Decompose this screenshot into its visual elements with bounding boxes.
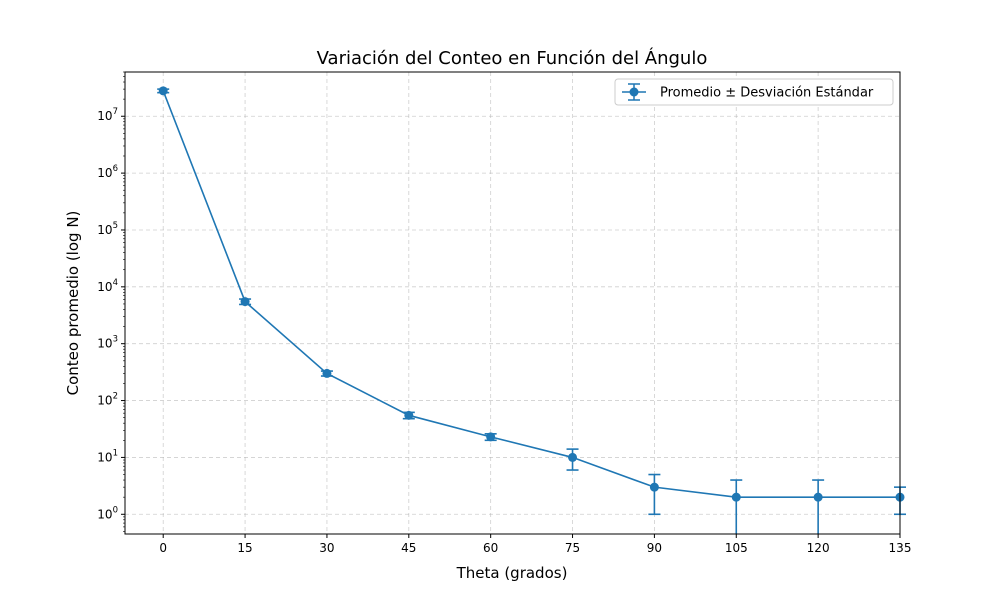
y-axis-label: Conteo promedio (log N)	[64, 211, 82, 396]
y-tick-label: 106	[97, 164, 118, 180]
x-tick-label: 90	[647, 541, 662, 555]
x-tick-label: 60	[483, 541, 498, 555]
grid	[125, 72, 901, 534]
data-point	[731, 492, 741, 502]
data-point	[240, 297, 250, 307]
legend-marker	[629, 87, 639, 97]
y-tick-label: 107	[97, 107, 118, 123]
y-tick-label: 102	[97, 392, 118, 408]
y-tick-label: 100	[97, 505, 118, 521]
x-tick-label: 30	[319, 541, 334, 555]
x-tick-label: 75	[565, 541, 580, 555]
chart-title: Variación del Conteo en Función del Ángu…	[317, 47, 708, 69]
data-point	[158, 86, 168, 96]
data-point	[486, 432, 496, 442]
x-axis-label: Theta (grados)	[456, 564, 568, 582]
x-tick-label: 45	[401, 541, 416, 555]
y-tick-label: 101	[97, 448, 118, 464]
x-tick-label: 0	[159, 541, 167, 555]
x-tick-label: 135	[889, 541, 912, 555]
legend-entry: Promedio ± Desviación Estándar	[660, 86, 874, 101]
y-axis: 100 101 102 103 104 105 106 107	[97, 71, 125, 532]
x-axis: 0 15 30 45 60 75 90 105 120 135	[159, 534, 911, 555]
series	[157, 86, 906, 534]
data-point	[813, 492, 823, 502]
x-tick-label: 120	[807, 541, 830, 555]
plot-frame	[124, 71, 901, 535]
y-tick-label: 105	[97, 221, 118, 237]
y-tick-label: 104	[97, 278, 118, 294]
legend: Promedio ± Desviación Estándar	[614, 78, 894, 106]
x-tick-label: 105	[725, 541, 748, 555]
x-tick-label: 15	[237, 541, 252, 555]
data-point	[649, 482, 659, 492]
series-line	[162, 90, 900, 498]
legend-box	[614, 78, 894, 106]
data-point	[404, 410, 414, 420]
y-tick-label: 103	[97, 335, 118, 351]
data-point	[568, 452, 578, 462]
data-point	[322, 368, 332, 378]
